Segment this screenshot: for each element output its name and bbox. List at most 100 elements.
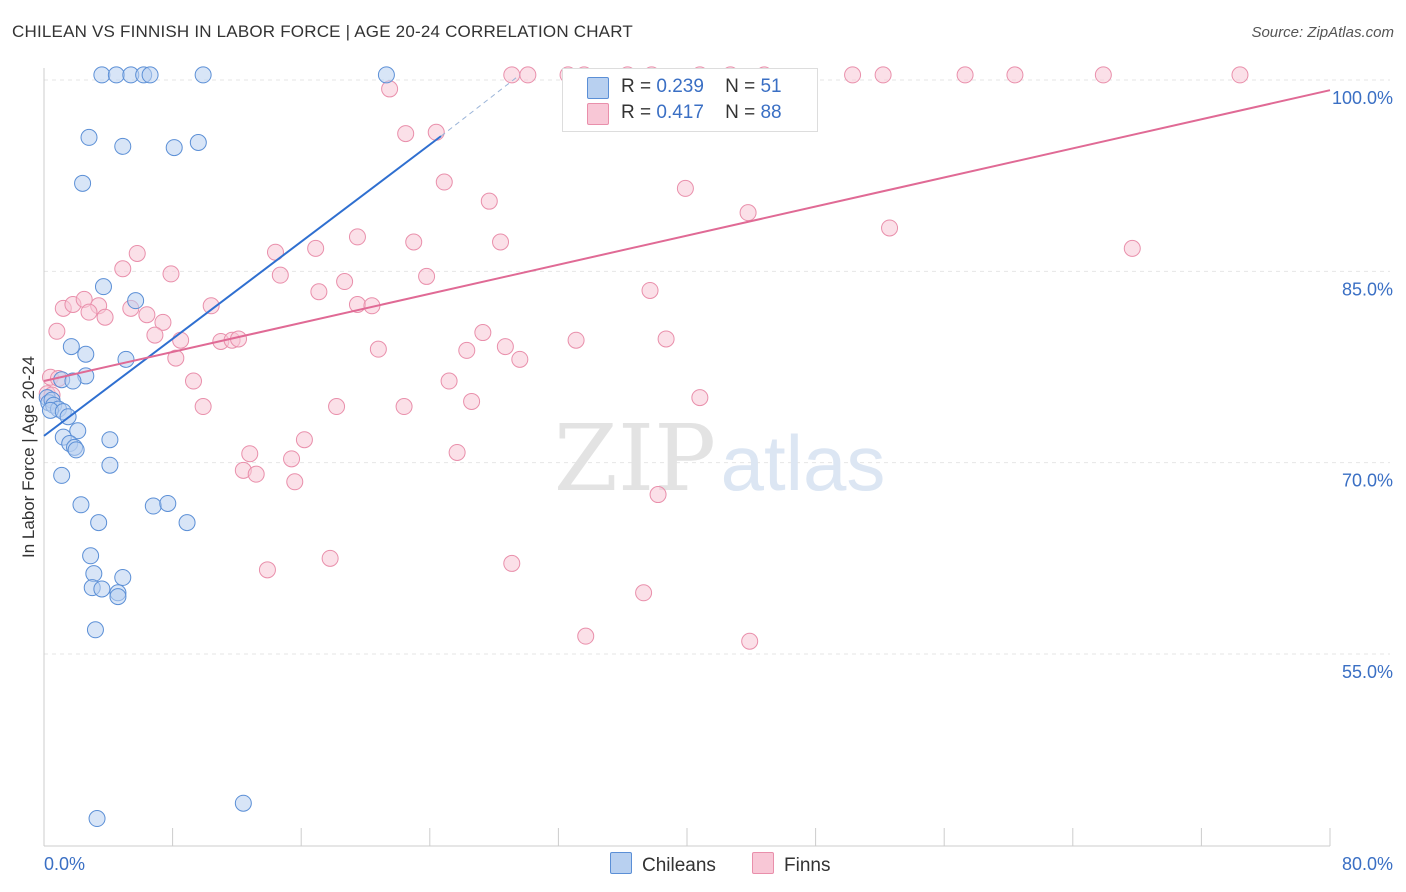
finn-point [271, 266, 289, 284]
finn-point [167, 349, 185, 367]
chilean-point [88, 810, 106, 828]
finn-point [741, 632, 759, 650]
chilean-point [77, 345, 95, 363]
bottom-legend-label-finns: Finns [784, 855, 831, 876]
legend-n-label: N = [725, 102, 756, 123]
finn-point [154, 313, 172, 331]
legend-n-value: 88 [760, 102, 782, 123]
legend-swatch-chileans [587, 77, 609, 99]
finn-point [844, 66, 862, 84]
finn-point [369, 340, 387, 358]
finn-point [405, 233, 423, 251]
chilean-point [178, 514, 196, 532]
chilean-point [144, 497, 162, 515]
tick-labels: 55.0% 70.0% 85.0% 100.0% 0.0% 80.0% In Labor F… [19, 88, 1393, 874]
chilean-point [189, 134, 207, 152]
chilean-point [165, 139, 183, 157]
finn-point [328, 398, 346, 416]
finn-point [321, 549, 339, 567]
chilean-point [159, 494, 177, 512]
finn-point [458, 341, 476, 359]
finn-point [1231, 66, 1249, 84]
finn-point [194, 398, 212, 416]
finn-point [496, 338, 514, 356]
finn-point [96, 308, 114, 326]
trend-line-chileans-extension [440, 74, 521, 137]
chilean-point [127, 292, 145, 310]
gridlines [44, 79, 1390, 655]
chilean-point [93, 66, 111, 84]
x-tick-label: 0.0% [44, 854, 85, 874]
chilean-point [85, 565, 103, 583]
finn-point [1123, 239, 1141, 257]
finn-point [448, 443, 466, 461]
bottom-legend-label-chileans: Chileans [642, 855, 716, 876]
trend-line-chileans [43, 135, 442, 437]
chilean-point [141, 66, 159, 84]
chilean-point [74, 174, 92, 192]
chilean-point [194, 66, 212, 84]
finn-point [440, 372, 458, 390]
chilean-point [109, 588, 127, 606]
finn-point [474, 324, 492, 342]
finn-point [881, 219, 899, 237]
legend-swatch-finns [587, 103, 609, 125]
finn-point [463, 392, 481, 410]
bottom-legend-swatch-chileans [610, 852, 632, 874]
finn-point [138, 306, 156, 324]
y-tick-label: 55.0% [1342, 662, 1393, 682]
trend-line-finns [43, 89, 1331, 383]
trend-lines [43, 74, 1331, 437]
chilean-point [101, 431, 119, 449]
legend-text-finns: R = 0.417 N = 88 [621, 102, 782, 124]
finn-point [435, 173, 453, 191]
finn-point [348, 228, 366, 246]
watermark-zip: ZIP [554, 405, 716, 512]
finn-point [641, 281, 659, 299]
y-axis-label: In Labor Force | Age 20-24 [19, 356, 38, 558]
chilean-point [86, 621, 104, 639]
finn-point [519, 66, 537, 84]
chilean-point [234, 794, 252, 812]
finn-point [567, 331, 585, 349]
finn-point [480, 192, 498, 210]
finn-point [427, 123, 445, 141]
chilean-point [101, 456, 119, 474]
chilean-point [64, 372, 82, 390]
finn-point [172, 331, 190, 349]
finn-point [739, 204, 757, 222]
finn-point [503, 554, 521, 572]
legend-r-value: 0.417 [656, 102, 704, 123]
finn-point [286, 473, 304, 491]
chilean-point [90, 514, 108, 532]
finn-point [649, 486, 667, 504]
watermark-atlas: atlas [721, 419, 886, 507]
finn-point [874, 66, 892, 84]
x-tick-label: 80.0% [1342, 854, 1393, 874]
legend-n-value: 51 [760, 76, 782, 97]
chilean-point [69, 422, 87, 440]
chilean-point [72, 496, 90, 514]
legend-text-chileans: R = 0.239 N = 51 [621, 76, 782, 98]
finn-point [1006, 66, 1024, 84]
stats-legend: R = 0.239 N = 51 R = 0.417 N = 88 [562, 68, 818, 132]
finn-point [635, 584, 653, 602]
points [38, 66, 1249, 828]
finn-point [503, 66, 521, 84]
finn-point [492, 233, 510, 251]
chilean-point [80, 128, 98, 146]
legend-r-label: R = [621, 102, 652, 123]
finn-point [247, 465, 265, 483]
finn-point [310, 283, 328, 301]
finn-point [258, 561, 276, 579]
finn-point [397, 125, 415, 143]
finn-point [418, 267, 436, 285]
finn-point [283, 450, 301, 468]
finn-point [395, 398, 413, 416]
bottom-legend-finns: Finns [752, 852, 830, 877]
chilean-point [377, 66, 395, 84]
finn-point [577, 627, 595, 645]
legend-n-label: N = [725, 76, 756, 97]
chilean-point [114, 137, 132, 155]
finn-point [336, 273, 354, 291]
